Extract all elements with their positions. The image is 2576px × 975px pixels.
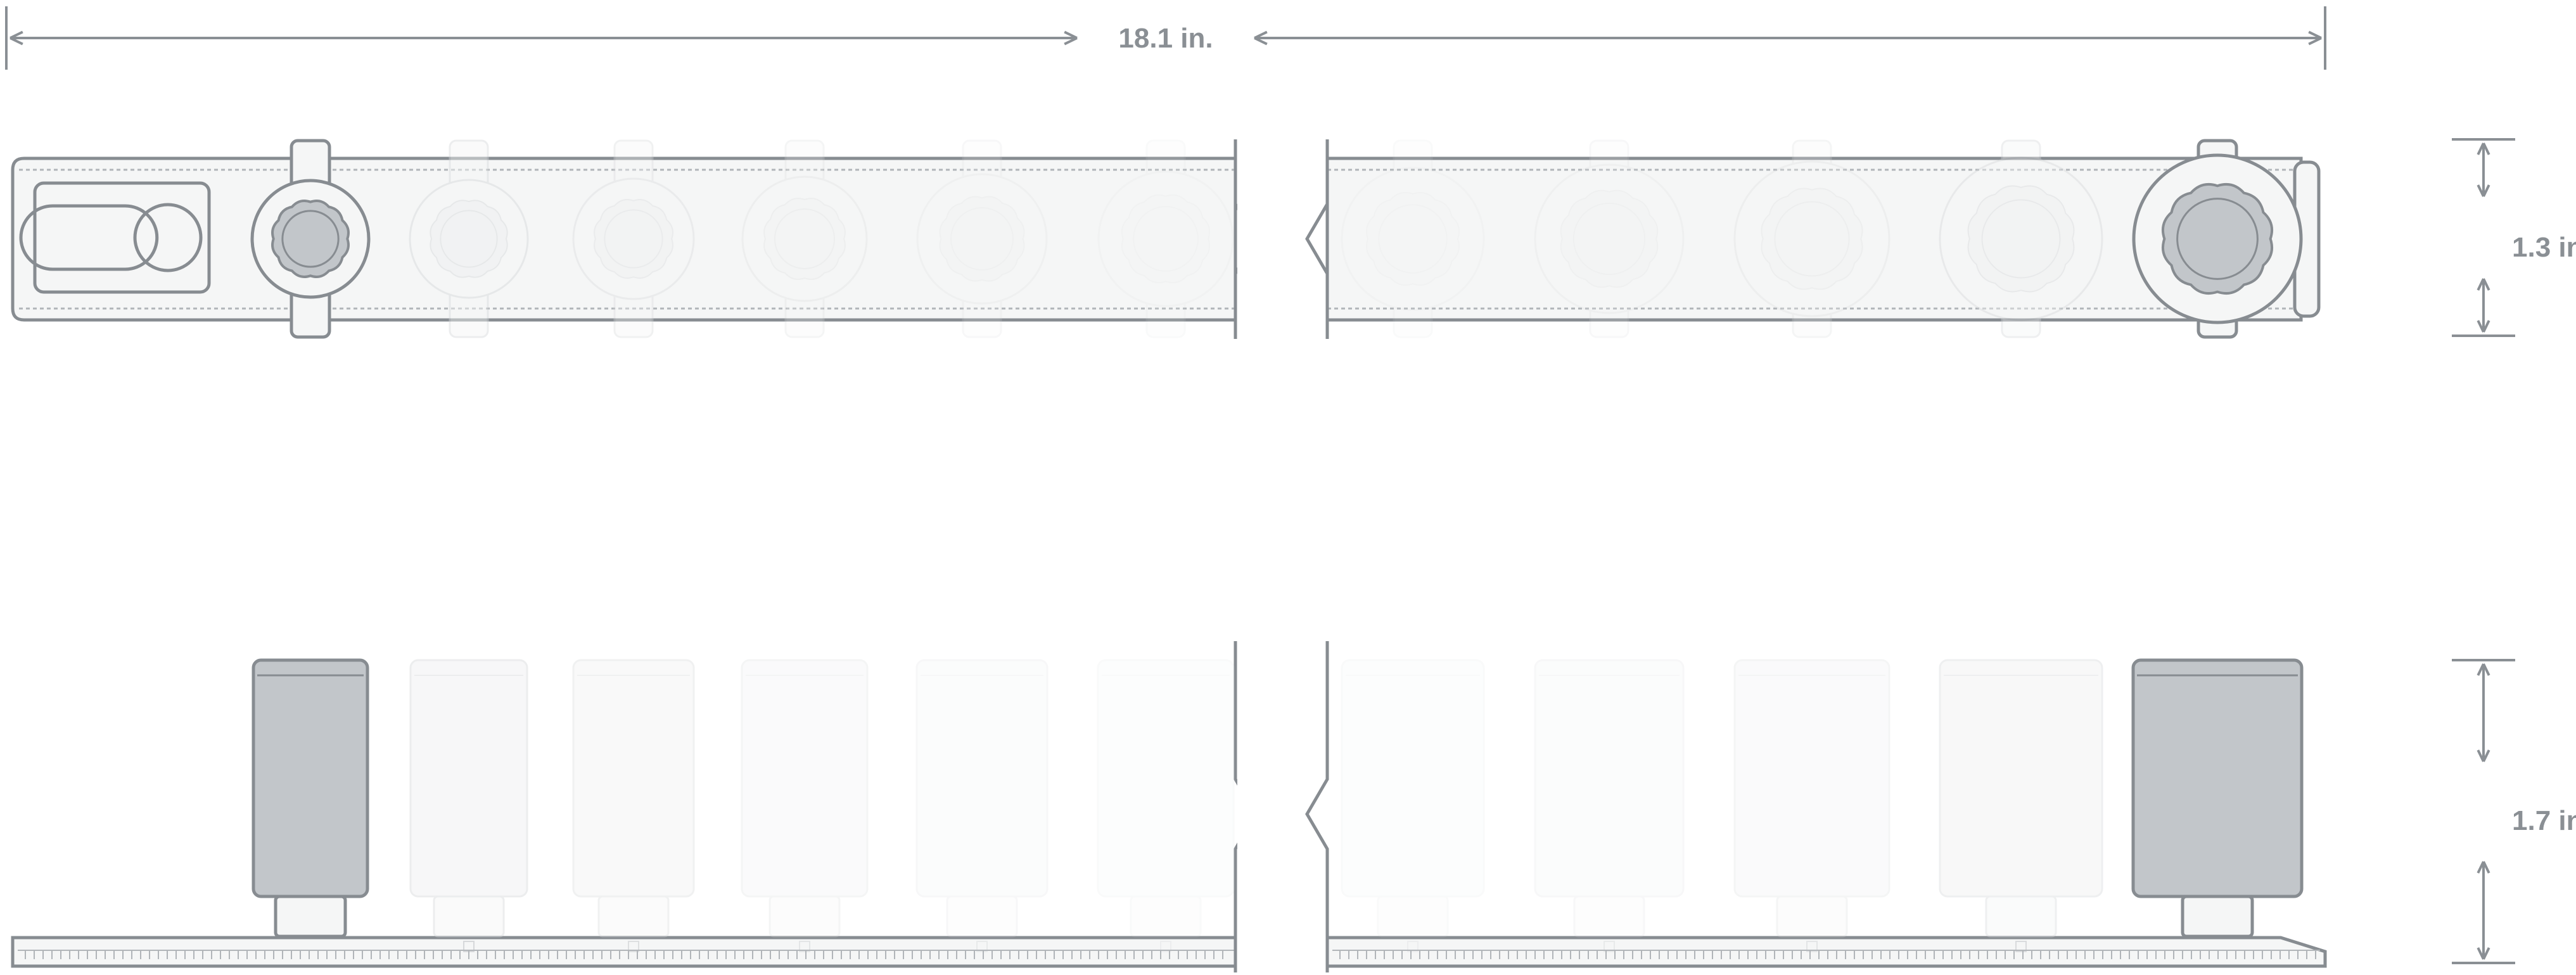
socket-side — [573, 660, 694, 952]
socket-side — [2133, 660, 2302, 936]
dim-height-top-label: 1.3 in. — [2512, 232, 2576, 263]
socket-side — [411, 660, 527, 952]
dim-height-side-label: 1.7 in. — [2512, 805, 2576, 836]
socket-side — [1342, 660, 1484, 952]
socket-side — [253, 660, 367, 936]
socket-side — [1098, 660, 1234, 952]
socket-side — [1535, 660, 1683, 952]
socket-side — [1940, 660, 2102, 952]
dim-length-label: 18.1 in. — [1118, 23, 1213, 54]
socket-side — [1735, 660, 1889, 952]
side-view — [13, 638, 2325, 975]
socket-side — [917, 660, 1047, 952]
socket-side — [742, 660, 867, 952]
top-view — [13, 136, 2319, 342]
